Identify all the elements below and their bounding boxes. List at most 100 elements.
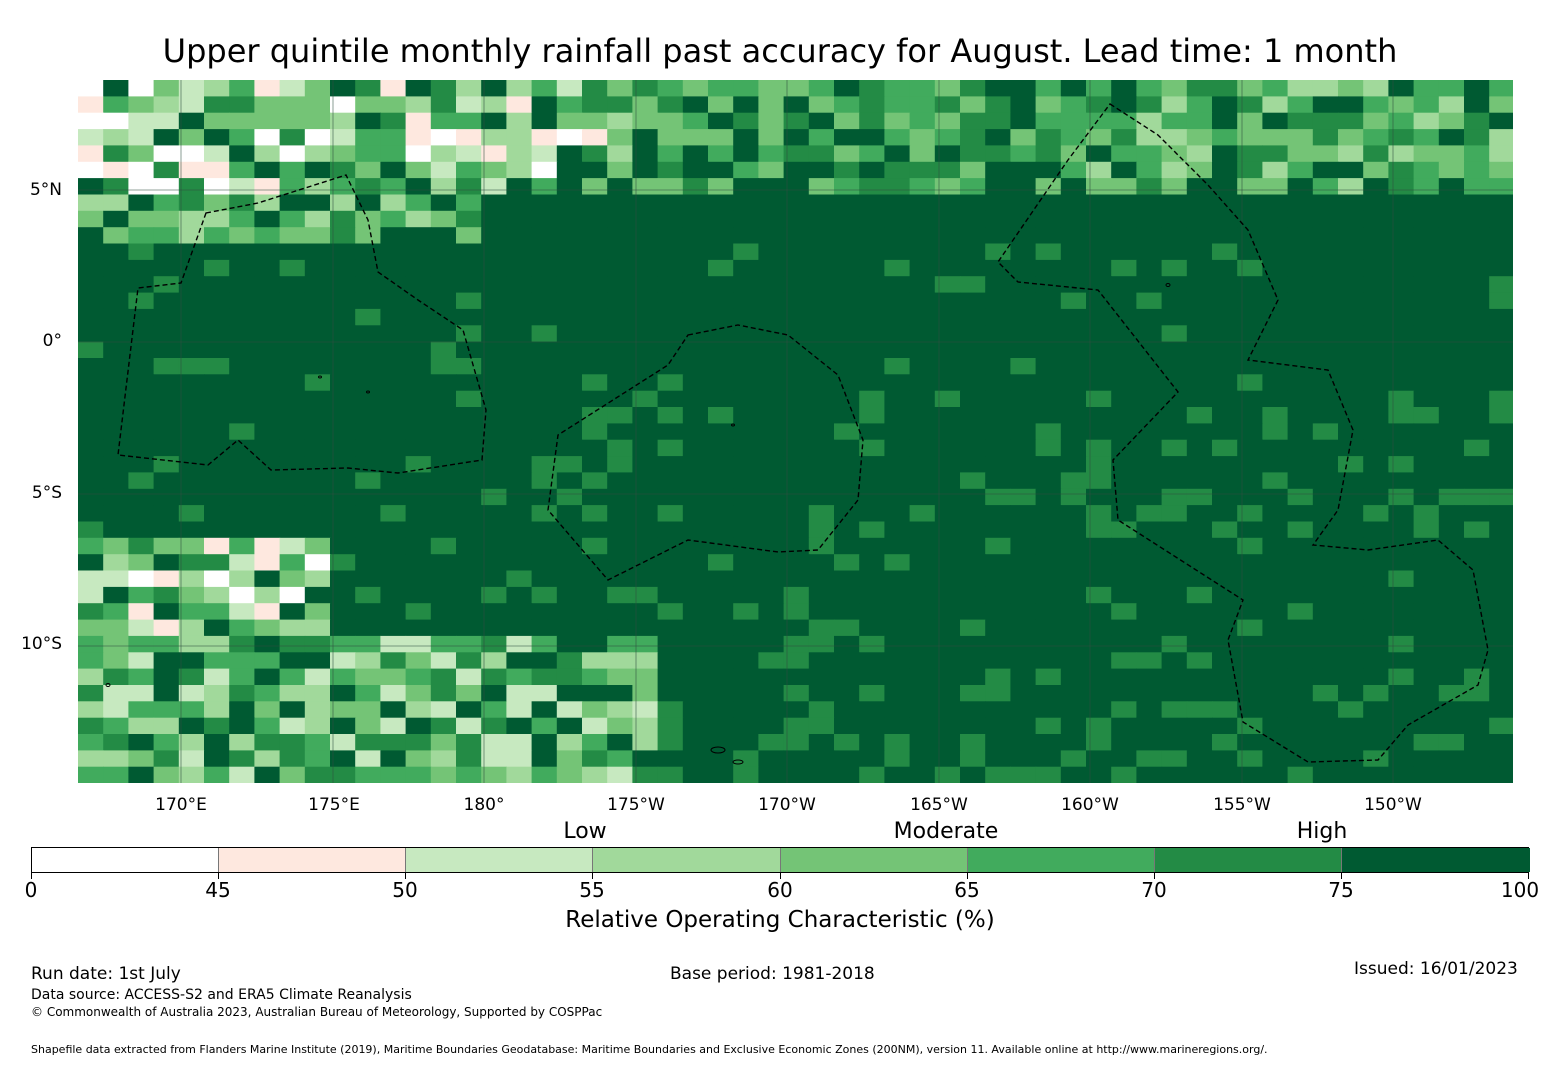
- map-cell: [1363, 210, 1389, 228]
- map-cell: [178, 472, 205, 490]
- map-cell: [103, 80, 129, 97]
- map-cell: [128, 178, 155, 196]
- map-cell: [1111, 276, 1137, 294]
- map-cell: [985, 635, 1011, 653]
- map-cell: [556, 668, 583, 686]
- map-cell: [1010, 685, 1037, 702]
- map-cell: [1010, 521, 1037, 539]
- map-cell: [1464, 423, 1490, 441]
- map-cell: [859, 161, 885, 179]
- map-cell: [1060, 341, 1087, 359]
- map-cell: [708, 276, 734, 294]
- map-cell: [859, 194, 885, 212]
- map-cell: [254, 358, 281, 375]
- map-cell: [783, 537, 810, 555]
- map-cell: [204, 701, 230, 719]
- colorbar-tick-label: 70: [1141, 878, 1167, 902]
- map-cell: [1388, 472, 1415, 490]
- map-cell: [204, 635, 230, 653]
- map-cell: [657, 80, 684, 97]
- map-cell: [153, 586, 180, 604]
- map-cell: [153, 325, 180, 343]
- map-cell: [733, 178, 759, 196]
- map-cell: [1388, 554, 1415, 572]
- map-cell: [78, 292, 104, 310]
- map-cell: [380, 734, 407, 751]
- map-cell: [1212, 505, 1238, 523]
- map-cell: [632, 129, 659, 147]
- map-cell: [1438, 488, 1465, 506]
- map-cell: [279, 112, 306, 130]
- map-cell: [1161, 276, 1188, 294]
- map-cell: [556, 325, 583, 343]
- map-cell: [506, 521, 533, 539]
- map-cell: [1363, 374, 1389, 392]
- map-cell: [128, 308, 155, 326]
- map-cell: [204, 259, 230, 277]
- map-cell: [405, 717, 432, 735]
- map-cell: [279, 766, 306, 783]
- map-cell: [1312, 292, 1339, 310]
- map-cell: [909, 521, 936, 539]
- map-cell: [1161, 292, 1188, 310]
- map-cell: [783, 685, 810, 702]
- map-cell: [985, 766, 1011, 783]
- map-cell: [1086, 603, 1112, 621]
- map-cell: [960, 766, 986, 783]
- map-cell: [456, 456, 482, 474]
- map-cell: [1489, 194, 1513, 212]
- map-cell: [657, 635, 684, 653]
- map-cell: [1363, 505, 1389, 523]
- map-cell: [1464, 537, 1490, 555]
- map-cell: [1489, 407, 1513, 424]
- map-cell: [1212, 227, 1238, 245]
- map-cell: [1161, 325, 1188, 343]
- map-cell: [229, 96, 255, 114]
- map-cell: [304, 390, 331, 408]
- map-cell: [985, 96, 1011, 114]
- map-cell: [783, 292, 810, 310]
- map-cell: [607, 488, 633, 506]
- map-cell: [1161, 701, 1188, 719]
- map-cell: [229, 488, 255, 506]
- map-cell: [834, 554, 860, 572]
- map-cell: [1413, 537, 1440, 555]
- map-cell: [304, 439, 331, 457]
- map-cell: [909, 194, 936, 212]
- map-cell: [103, 717, 129, 735]
- map-cell: [405, 505, 432, 523]
- map-cell: [481, 308, 507, 326]
- map-cell: [1338, 488, 1364, 506]
- map-cell: [103, 292, 129, 310]
- map-cell: [607, 472, 633, 490]
- map-cell: [1086, 701, 1112, 719]
- map-cell: [1086, 358, 1112, 375]
- map-cell: [103, 635, 129, 653]
- map-cell: [682, 358, 709, 375]
- map-cell: [934, 734, 961, 751]
- map-cell: [304, 358, 331, 375]
- map-cell: [1363, 685, 1389, 702]
- map-cell: [783, 374, 810, 392]
- map-cell: [279, 292, 306, 310]
- map-cell: [859, 652, 885, 670]
- map-cell: [834, 685, 860, 702]
- map-cell: [178, 129, 205, 147]
- map-cell: [783, 439, 810, 457]
- map-cell: [1413, 129, 1440, 147]
- map-cell: [1111, 521, 1137, 539]
- map-cell: [1035, 734, 1062, 751]
- map-cell: [1111, 227, 1137, 245]
- map-cell: [430, 276, 457, 294]
- map-cell: [481, 178, 507, 196]
- map-cell: [808, 407, 835, 424]
- map-cell: [733, 685, 759, 702]
- map-cell: [103, 178, 129, 196]
- map-cell: [783, 505, 810, 523]
- map-cell: [1262, 734, 1289, 751]
- map-cell: [884, 439, 911, 457]
- map-cell: [1136, 423, 1163, 441]
- map-cell: [103, 439, 129, 457]
- map-cell: [456, 570, 482, 588]
- map-cell: [1212, 603, 1238, 621]
